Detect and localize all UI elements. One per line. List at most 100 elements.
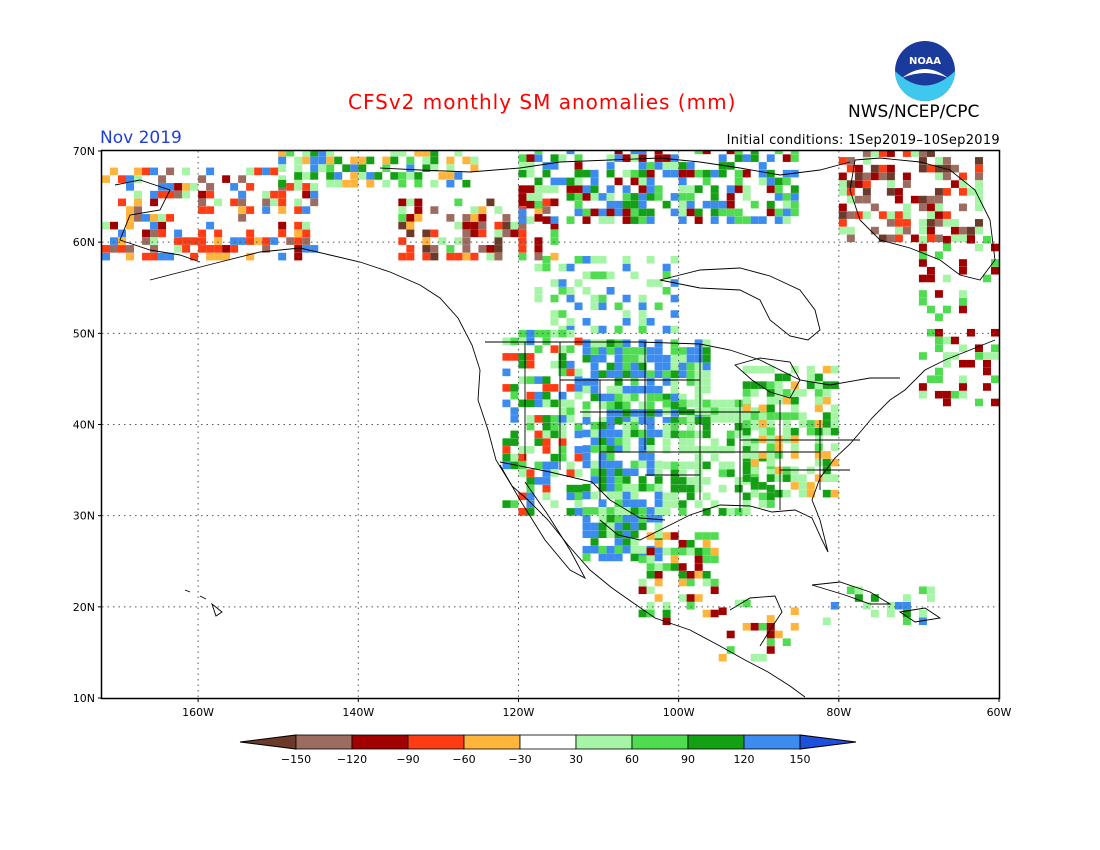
anomaly-cell — [622, 491, 631, 500]
anomaly-cell — [118, 229, 127, 238]
anomaly-cell — [222, 252, 231, 261]
anomaly-cell — [254, 237, 263, 245]
anomaly-cell — [206, 245, 215, 253]
anomaly-cell — [886, 188, 895, 196]
anomaly-cell — [134, 214, 143, 222]
anomaly-cell — [110, 167, 119, 176]
anomaly-cell — [526, 193, 535, 201]
anomaly-cell — [742, 389, 751, 397]
anomaly-cell — [670, 310, 679, 318]
anomaly-cell — [654, 302, 663, 311]
anomaly-cell — [158, 190, 167, 199]
anomaly-cell — [390, 151, 399, 157]
anomaly-cell — [782, 389, 791, 397]
anomaly-cell — [718, 484, 727, 493]
anomaly-cell — [590, 362, 599, 371]
anomaly-cell — [782, 200, 791, 209]
anomaly-cell — [982, 352, 991, 360]
anomaly-cell — [950, 180, 959, 188]
anomaly-cell — [974, 164, 983, 173]
anomaly-cell — [662, 354, 671, 363]
colorbar-swatch — [407, 734, 465, 750]
anomaly-cell — [654, 514, 663, 523]
anomaly-cell — [150, 214, 159, 222]
anomaly-cell — [958, 359, 967, 368]
anomaly-cell — [686, 162, 695, 170]
anomaly-cell — [118, 175, 127, 183]
anomaly-cell — [598, 499, 607, 508]
anomaly-cell — [614, 499, 623, 508]
colorbar-label: −60 — [452, 753, 475, 766]
anomaly-cell — [926, 375, 935, 384]
colorbar-label: 60 — [625, 753, 639, 766]
anomaly-cell — [630, 522, 639, 531]
anomaly-cell — [798, 489, 807, 498]
anomaly-cell — [726, 162, 735, 170]
anomaly-cell — [614, 354, 623, 363]
anomaly-cell — [294, 221, 303, 230]
anomaly-cell — [238, 206, 247, 214]
anomaly-cell — [902, 211, 911, 219]
anomaly-cell — [534, 329, 543, 338]
anomaly-cell — [614, 507, 623, 515]
anomaly-cell — [142, 167, 151, 176]
anomaly-cell — [902, 594, 911, 602]
anomaly-cell — [782, 154, 791, 162]
anomaly-cell — [302, 190, 311, 199]
anomaly-cell — [678, 208, 687, 217]
anomaly-cell — [574, 169, 583, 178]
anomaly-cell — [870, 226, 879, 235]
anomaly-cell — [926, 234, 935, 243]
anomaly-cell — [502, 337, 511, 346]
anomaly-cell — [918, 617, 927, 626]
anomaly-cell — [774, 193, 783, 201]
anomaly-cell — [558, 279, 567, 287]
anomaly-cell — [878, 211, 887, 219]
anomaly-cell — [654, 522, 663, 531]
anomaly-cell — [662, 200, 671, 209]
anomaly-cell — [710, 399, 719, 408]
anomaly-cell — [774, 216, 783, 224]
anomaly-cell — [886, 219, 895, 227]
anomaly-cell — [510, 500, 519, 508]
anomaly-cell — [758, 427, 767, 436]
anomaly-cell — [614, 385, 623, 394]
anomaly-cell — [606, 162, 615, 170]
anomaly-cell — [686, 578, 695, 587]
anomaly-cell — [710, 216, 719, 224]
anomaly-cell — [670, 477, 679, 485]
anomaly-cell — [390, 172, 399, 180]
anomaly-cell — [350, 164, 359, 172]
anomaly-cell — [686, 200, 695, 209]
anomaly-cell — [750, 458, 759, 467]
anomaly-cell — [742, 420, 751, 428]
anomaly-cell — [278, 206, 287, 214]
anomaly-cell — [918, 226, 927, 235]
anomaly-cell — [710, 547, 719, 556]
anomaly-cell — [526, 469, 535, 477]
anomaly-cell — [710, 586, 719, 595]
anomaly-cell — [614, 530, 623, 539]
anomaly-cell — [350, 172, 359, 180]
anomaly-cell — [518, 198, 527, 207]
anomaly-cell — [934, 313, 943, 322]
anomaly-cell — [742, 466, 751, 475]
anomaly-cell — [446, 245, 455, 253]
anomaly-cell — [886, 609, 895, 618]
anomaly-cell — [742, 185, 751, 193]
anomaly-cell — [654, 370, 663, 379]
anomaly-cell — [606, 370, 615, 379]
anomaly-cell — [678, 393, 687, 402]
anomaly-cell — [934, 390, 943, 399]
anomaly-cell — [590, 193, 599, 201]
anomaly-cell — [510, 337, 519, 346]
anomaly-cell — [174, 183, 183, 191]
colorbar-label: −30 — [508, 753, 531, 766]
lon-label: 120W — [503, 706, 535, 719]
anomaly-cell — [750, 407, 759, 415]
anomaly-cell — [774, 389, 783, 397]
anomaly-cell — [750, 451, 759, 459]
anomaly-cell — [582, 193, 591, 201]
anomaly-cell — [518, 162, 527, 170]
anomaly-cell — [454, 151, 463, 157]
